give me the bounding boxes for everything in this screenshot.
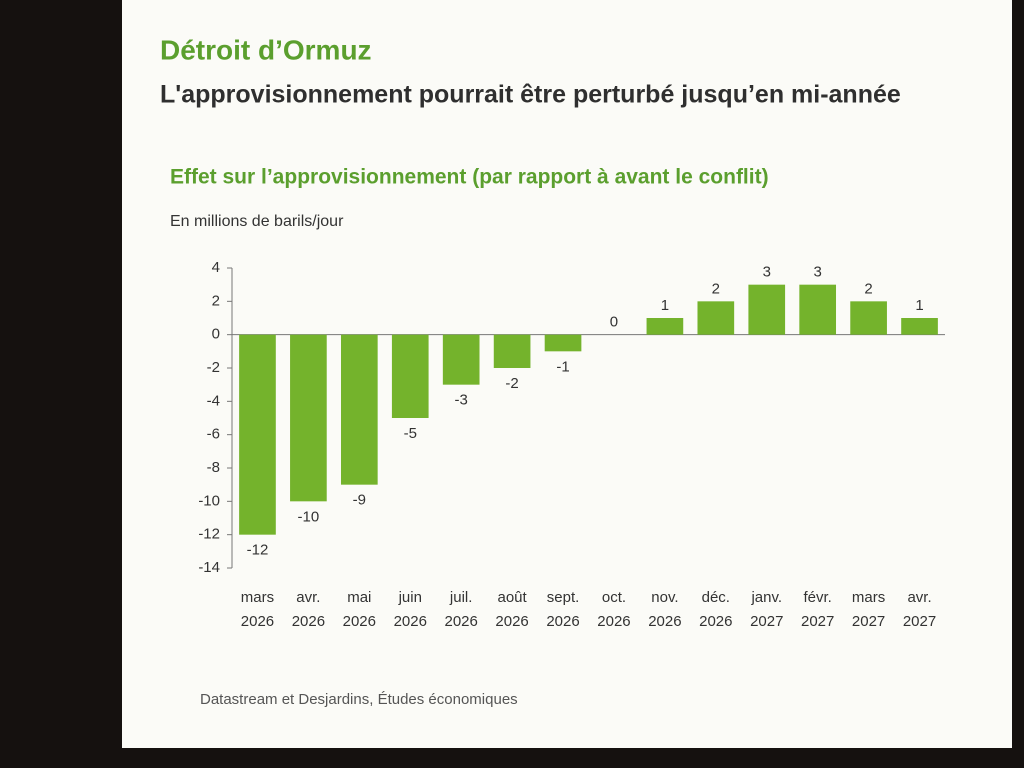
data-label: -9: [353, 492, 366, 509]
x-tick-label: janv. 2027: [750, 589, 784, 630]
bar: [544, 334, 582, 352]
y-tick-label: -14: [198, 559, 220, 576]
chart-title: Effet sur l’approvisionnement (par rappo…: [170, 166, 769, 189]
y-tick-label: 4: [212, 259, 220, 276]
source: Datastream et Desjardins, Études économi…: [200, 691, 518, 708]
data-label: -5: [404, 425, 417, 442]
data-label: -1: [556, 358, 569, 375]
data-label: 0: [610, 314, 618, 331]
x-tick-label: sept. 2026: [546, 589, 580, 630]
y-tick-label: -12: [198, 526, 220, 543]
x-tick-label: mars 2027: [851, 589, 886, 630]
x-tick-label: févr. 2027: [800, 589, 835, 630]
data-label: -10: [298, 508, 320, 525]
bar: [493, 334, 531, 368]
bar: [901, 318, 938, 335]
y-tick-label: 0: [212, 326, 220, 343]
y-tick-label: -8: [207, 459, 220, 476]
slide-title: Détroit d’Ormuz: [160, 34, 372, 65]
bar: [850, 301, 887, 335]
data-label: 3: [763, 264, 771, 281]
x-tick-label: août 2026: [495, 589, 529, 630]
bar: [290, 334, 327, 502]
y-tick-label: -10: [198, 492, 220, 509]
bar: [442, 334, 480, 385]
y-tick-label: 2: [212, 292, 220, 309]
y-axis-label: En millions de barils/jour: [170, 213, 344, 230]
data-label: 2: [864, 280, 872, 297]
y-tick-label: -6: [207, 426, 220, 443]
slide-subtitle: L'approvisionnement pourrait être pertur…: [160, 81, 901, 109]
x-tick-label: oct. 2026: [597, 589, 631, 630]
data-label: 1: [661, 297, 669, 314]
x-tick-label: mai 2026: [342, 589, 376, 630]
y-tick-label: -4: [207, 392, 220, 409]
data-label: 3: [814, 264, 822, 281]
data-label: -3: [455, 392, 468, 409]
bar: [799, 284, 837, 335]
data-label: 2: [712, 280, 720, 297]
x-tick-label: avr. 2026: [291, 589, 326, 630]
y-tick-label: -2: [207, 359, 220, 376]
data-label: -2: [505, 375, 518, 392]
bar: [239, 334, 276, 535]
x-tick-label: juil. 2026: [444, 589, 478, 630]
bar: [646, 318, 684, 335]
data-label: -12: [247, 542, 269, 559]
bar: [340, 334, 378, 485]
x-tick-label: avr. 2027: [902, 589, 937, 630]
bar: [697, 301, 735, 335]
x-tick-label: juin 2026: [393, 589, 427, 630]
x-tick-label: déc. 2026: [699, 589, 733, 630]
bar: [748, 284, 786, 335]
x-tick-label: mars 2026: [240, 589, 275, 630]
data-label: 1: [915, 297, 923, 314]
bar: [391, 334, 429, 418]
x-tick-label: nov. 2026: [648, 589, 682, 630]
